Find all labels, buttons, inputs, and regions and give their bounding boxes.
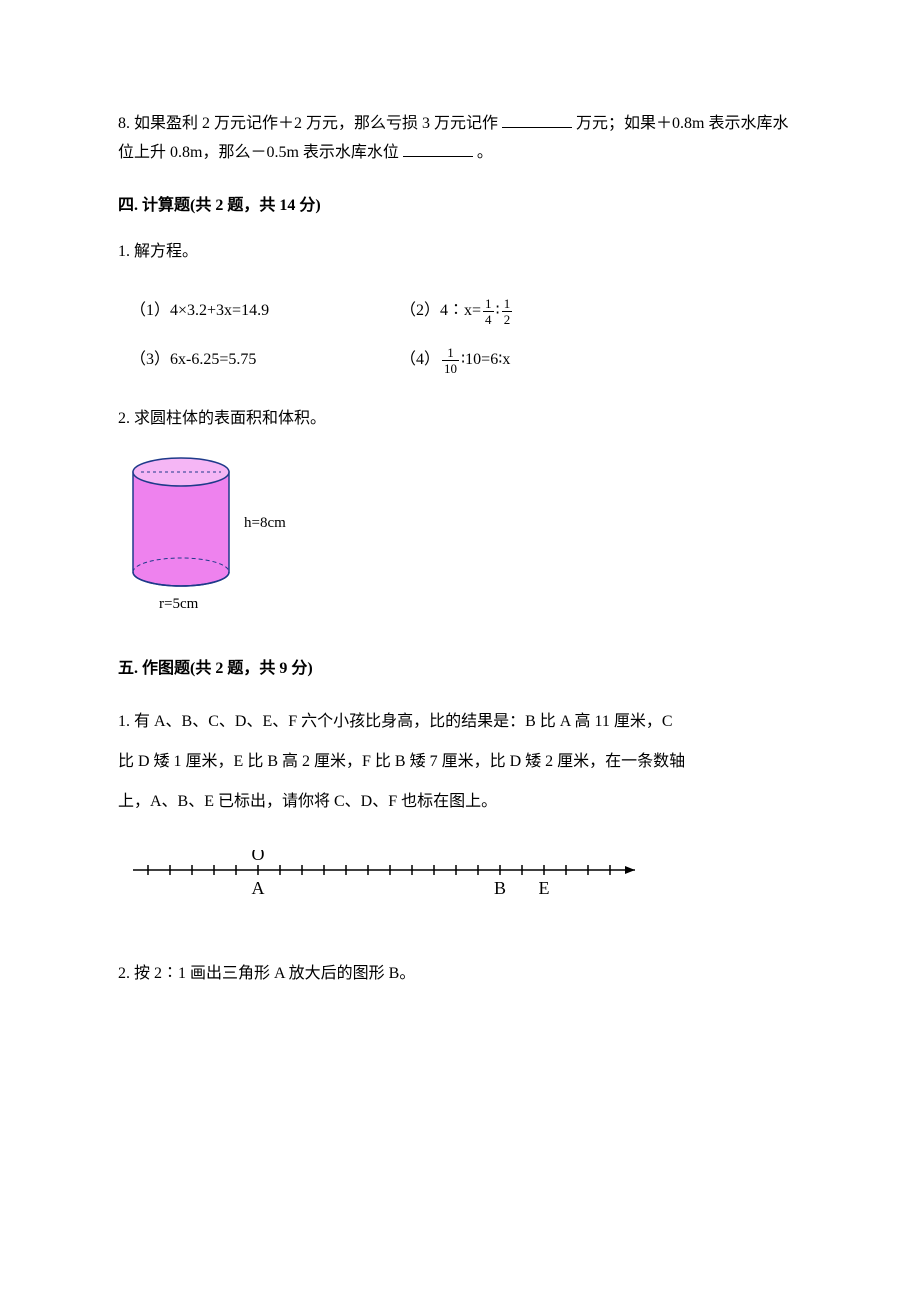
section-4-header: 四. 计算题(共 2 题，共 14 分) [118,192,802,221]
svg-text:O: O [252,850,265,864]
svg-text:h=8cm: h=8cm [244,515,286,531]
q8-blank-2[interactable] [403,141,473,157]
cylinder-figure: h=8cm r=5cm [126,454,802,625]
fraction-denominator: 10 [442,361,459,375]
equation-2-mid: ∶ [496,297,500,326]
equation-4-suffix: ∶10=6∶x [461,346,510,375]
section-5-problem-1-text: 1. 有 A、B、C、D、E、F 六个小孩比身高，比的结果是：B 比 A 高 1… [118,702,802,822]
section-5-problem-2-text: 2. 按 2∶1 画出三角形 A 放大后的图形 B。 [118,960,802,989]
fraction-denominator: 4 [483,312,494,326]
svg-text:E: E [539,878,550,898]
equation-4-prefix: （4） [400,346,440,375]
section-4-problem-2-title: 2. 求圆柱体的表面积和体积。 [118,405,802,434]
section-4-problem-1: 1. 解方程。 （1）4×3.2+3x=14.9 （2）4∶x= 1 4 ∶ 1… [118,238,802,375]
equation-row-1: （1）4×3.2+3x=14.9 （2）4∶x= 1 4 ∶ 1 2 [118,297,802,326]
svg-text:B: B [494,878,506,898]
equation-4-fraction-1: 1 10 [442,346,459,375]
equation-2: （2）4∶x= 1 4 ∶ 1 2 [400,297,802,326]
q8-blank-1[interactable] [502,112,572,128]
equation-2-fraction-2: 1 2 [502,297,513,326]
section-4-problem-1-title: 1. 解方程。 [118,238,802,267]
s5p1-line1: 1. 有 A、B、C、D、E、F 六个小孩比身高，比的结果是：B 比 A 高 1… [118,702,802,742]
fraction-denominator: 2 [502,312,513,326]
section-4-problem-2: 2. 求圆柱体的表面积和体积。 h=8cm r=5cm [118,405,802,625]
number-line-figure: OA B E [118,850,802,916]
q8-text-suffix: 。 [477,144,493,161]
fraction-numerator: 1 [502,297,513,312]
equation-3: （3）6x-6.25=5.75 [130,346,400,375]
fraction-numerator: 1 [483,297,494,312]
equation-2-prefix: （2）4∶x= [400,297,481,326]
s5p1-line3: 上，A、B、E 已标出，请你将 C、D、F 也标在图上。 [118,782,802,822]
section-5-problem-2: 2. 按 2∶1 画出三角形 A 放大后的图形 B。 [118,960,802,989]
svg-text:A: A [252,878,265,898]
section-5-header: 五. 作图题(共 2 题，共 9 分) [118,655,802,684]
equation-2-fraction-1: 1 4 [483,297,494,326]
s5p1-line2: 比 D 矮 1 厘米，E 比 B 高 2 厘米，F 比 B 矮 7 厘米，比 D… [118,742,802,782]
equation-group: （1）4×3.2+3x=14.9 （2）4∶x= 1 4 ∶ 1 2 （3）6x… [118,297,802,375]
equation-3-text: （3）6x-6.25=5.75 [130,346,256,375]
equation-1-text: （1）4×3.2+3x=14.9 [130,297,269,326]
equation-4: （4） 1 10 ∶10=6∶x [400,346,802,375]
fraction-numerator: 1 [442,346,459,361]
equation-row-2: （3）6x-6.25=5.75 （4） 1 10 ∶10=6∶x [118,346,802,375]
svg-text:r=5cm: r=5cm [159,596,199,612]
equation-1: （1）4×3.2+3x=14.9 [130,297,400,326]
q8-text-prefix: 8. 如果盈利 2 万元记作＋2 万元，那么亏损 3 万元记作 [118,115,498,132]
cylinder-svg: h=8cm r=5cm [126,454,326,614]
question-8: 8. 如果盈利 2 万元记作＋2 万元，那么亏损 3 万元记作 万元；如果＋0.… [118,110,802,168]
number-line-svg: OA B E [118,850,678,905]
section-5-problem-1: 1. 有 A、B、C、D、E、F 六个小孩比身高，比的结果是：B 比 A 高 1… [118,702,802,916]
